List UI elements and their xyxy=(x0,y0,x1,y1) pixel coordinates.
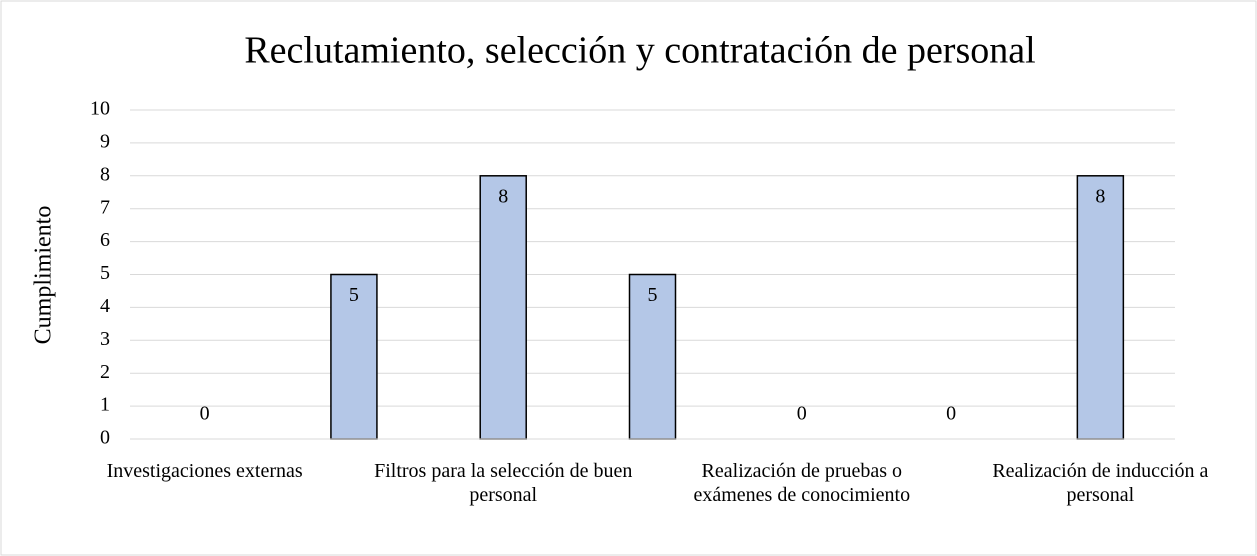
data-label: 5 xyxy=(349,284,359,306)
y-tick-label: 2 xyxy=(100,361,110,383)
bar xyxy=(330,273,378,440)
x-tick-label: Filtros para la selección de buen person… xyxy=(374,460,633,506)
y-tick-label: 0 xyxy=(100,427,110,449)
bar xyxy=(1076,175,1125,440)
bar xyxy=(479,175,527,440)
bar xyxy=(628,273,677,440)
data-label: 5 xyxy=(648,284,658,306)
chart-title: Reclutamiento, selección y contratación … xyxy=(244,30,1035,72)
data-label: 8 xyxy=(498,185,508,207)
y-tick-label: 10 xyxy=(90,98,110,120)
y-tick-label: 5 xyxy=(100,262,110,284)
x-tick-label: Realización de pruebas o exámenes de con… xyxy=(693,460,911,506)
y-tick-label: 1 xyxy=(100,394,110,416)
y-tick-label: 7 xyxy=(100,196,110,218)
data-label: 0 xyxy=(946,403,956,425)
y-tick-label: 3 xyxy=(100,328,110,350)
x-tick-label: Investigaciones externas xyxy=(106,460,303,482)
data-label: 0 xyxy=(200,403,210,425)
y-tick-label: 8 xyxy=(100,163,110,185)
data-label: 8 xyxy=(1095,185,1105,207)
y-tick-label: 4 xyxy=(100,295,110,317)
data-label: 0 xyxy=(797,403,807,425)
y-tick-label: 9 xyxy=(100,130,110,152)
y-axis-label: Cumplimiento xyxy=(31,206,57,345)
y-tick-label: 6 xyxy=(100,229,110,251)
x-tick-label: Realización de inducción a personal xyxy=(992,460,1209,506)
